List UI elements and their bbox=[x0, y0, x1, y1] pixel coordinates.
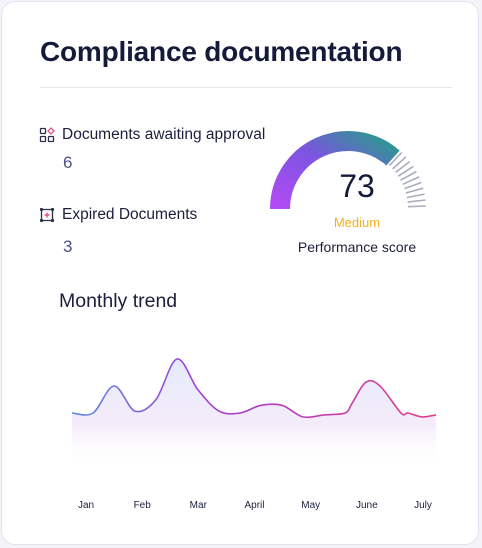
gauge-tick bbox=[402, 176, 420, 186]
metric-label-expired: Expired Documents bbox=[62, 206, 198, 223]
month-label-june: June bbox=[356, 500, 378, 511]
metric-label-awaiting-approval: Documents awaiting approval bbox=[62, 126, 266, 143]
metric-value-awaiting-approval: 6 bbox=[63, 153, 73, 172]
gauge-tick bbox=[395, 160, 411, 174]
title-divider bbox=[40, 87, 452, 88]
month-label-mar: Mar bbox=[190, 500, 208, 511]
month-label-july: July bbox=[414, 500, 432, 511]
gauge-tick bbox=[405, 187, 424, 194]
pending-documents-icon bbox=[39, 127, 55, 143]
performance-gauge bbox=[270, 131, 426, 210]
gauge-tick bbox=[388, 151, 403, 167]
month-label-april: April bbox=[244, 500, 264, 511]
card-title: Compliance documentation bbox=[40, 36, 403, 67]
performance-caption: Performance score bbox=[297, 239, 417, 255]
gauge-tick bbox=[397, 165, 414, 177]
metric-value-expired: 3 bbox=[63, 237, 73, 256]
month-label-jan: Jan bbox=[78, 500, 94, 511]
trend-title: Monthly trend bbox=[59, 290, 178, 312]
gauge-tick bbox=[407, 199, 426, 203]
gauge-remaining-ticks bbox=[388, 151, 426, 208]
gauge-tick bbox=[404, 181, 422, 190]
performance-score-value: 73 bbox=[339, 168, 375, 204]
trend-area-fill bbox=[72, 358, 436, 467]
performance-rating: Medium bbox=[333, 215, 381, 230]
gauge-fill-arc bbox=[270, 131, 400, 210]
expired-documents-icon bbox=[39, 207, 55, 223]
month-label-may: May bbox=[301, 500, 320, 511]
gauge-tick bbox=[400, 170, 417, 181]
trend-line bbox=[71, 358, 437, 419]
gauge-tick bbox=[406, 193, 425, 199]
gauge-tick bbox=[392, 156, 407, 170]
gauge-tick bbox=[407, 205, 426, 208]
month-label-feb: Feb bbox=[134, 500, 152, 511]
monthly-trend-chart: Jan Feb Mar April May June July bbox=[71, 358, 437, 511]
